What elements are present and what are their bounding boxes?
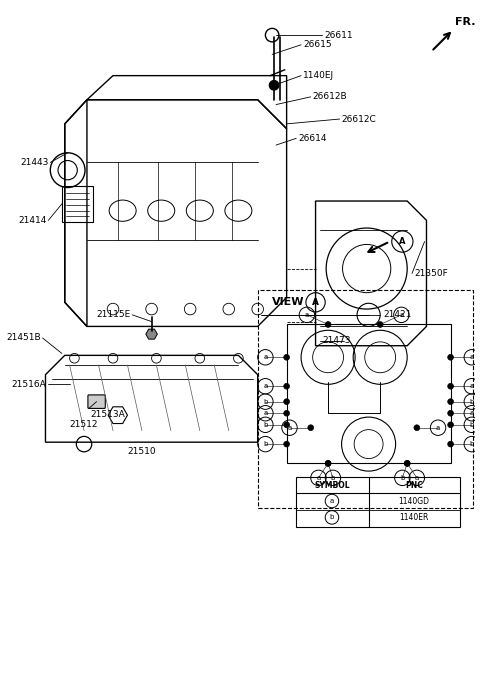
Text: 1140ER: 1140ER xyxy=(399,513,429,522)
Circle shape xyxy=(448,383,454,389)
Circle shape xyxy=(404,460,410,466)
Text: 26611: 26611 xyxy=(324,30,353,40)
Text: 26615: 26615 xyxy=(303,41,332,49)
Circle shape xyxy=(377,322,383,327)
Text: b: b xyxy=(263,399,267,405)
Text: 1140EJ: 1140EJ xyxy=(303,71,334,80)
Text: a: a xyxy=(470,383,474,389)
Text: VIEW: VIEW xyxy=(272,297,305,308)
Circle shape xyxy=(308,425,313,431)
Circle shape xyxy=(284,422,289,428)
Text: 26612B: 26612B xyxy=(312,93,348,101)
Text: 21443: 21443 xyxy=(20,158,48,167)
Text: a: a xyxy=(399,312,404,318)
Text: 26614: 26614 xyxy=(298,134,327,143)
Circle shape xyxy=(284,399,289,404)
Text: b: b xyxy=(469,399,474,405)
Text: a: a xyxy=(470,410,474,416)
Circle shape xyxy=(448,441,454,447)
Circle shape xyxy=(269,80,279,90)
Text: a: a xyxy=(263,410,267,416)
Circle shape xyxy=(325,460,331,466)
Text: 21516A: 21516A xyxy=(12,380,47,389)
Circle shape xyxy=(448,354,454,360)
Text: a: a xyxy=(305,312,309,318)
Circle shape xyxy=(404,460,410,466)
Circle shape xyxy=(284,383,289,389)
Text: A: A xyxy=(399,237,406,246)
Text: a: a xyxy=(316,475,321,481)
Circle shape xyxy=(448,422,454,428)
Text: a: a xyxy=(470,354,474,360)
Circle shape xyxy=(284,354,289,360)
Polygon shape xyxy=(146,329,157,339)
Text: b: b xyxy=(469,441,474,447)
Text: 21350F: 21350F xyxy=(414,269,448,278)
Circle shape xyxy=(284,441,289,447)
Text: a: a xyxy=(436,425,440,431)
Text: 26612C: 26612C xyxy=(342,114,376,124)
Text: a: a xyxy=(288,425,292,431)
Text: b: b xyxy=(469,422,474,428)
Circle shape xyxy=(448,399,454,404)
Text: 21421: 21421 xyxy=(383,310,411,319)
Text: 21510: 21510 xyxy=(128,448,156,456)
Circle shape xyxy=(284,410,289,416)
Text: SYMBOL: SYMBOL xyxy=(314,481,350,489)
Circle shape xyxy=(414,425,420,431)
Text: A: A xyxy=(312,298,319,307)
FancyBboxPatch shape xyxy=(88,395,105,408)
Text: b: b xyxy=(400,475,405,481)
Text: b: b xyxy=(263,422,267,428)
Circle shape xyxy=(325,460,331,466)
Text: 21473: 21473 xyxy=(322,337,351,345)
Text: 21513A: 21513A xyxy=(91,410,126,419)
Text: b: b xyxy=(330,514,334,521)
Circle shape xyxy=(448,410,454,416)
Circle shape xyxy=(325,322,331,327)
Text: 21512: 21512 xyxy=(70,420,98,429)
Text: 21115E: 21115E xyxy=(96,310,131,319)
Text: b: b xyxy=(263,441,267,447)
Text: b: b xyxy=(331,475,335,481)
Text: 21451B: 21451B xyxy=(6,333,41,343)
Text: a: a xyxy=(415,475,419,481)
Text: a: a xyxy=(263,354,267,360)
Text: a: a xyxy=(263,383,267,389)
Text: 21414: 21414 xyxy=(18,216,47,225)
Text: 1140GD: 1140GD xyxy=(398,496,430,506)
Text: PNC: PNC xyxy=(405,481,423,489)
Text: a: a xyxy=(330,498,334,504)
Text: FR.: FR. xyxy=(456,18,476,28)
